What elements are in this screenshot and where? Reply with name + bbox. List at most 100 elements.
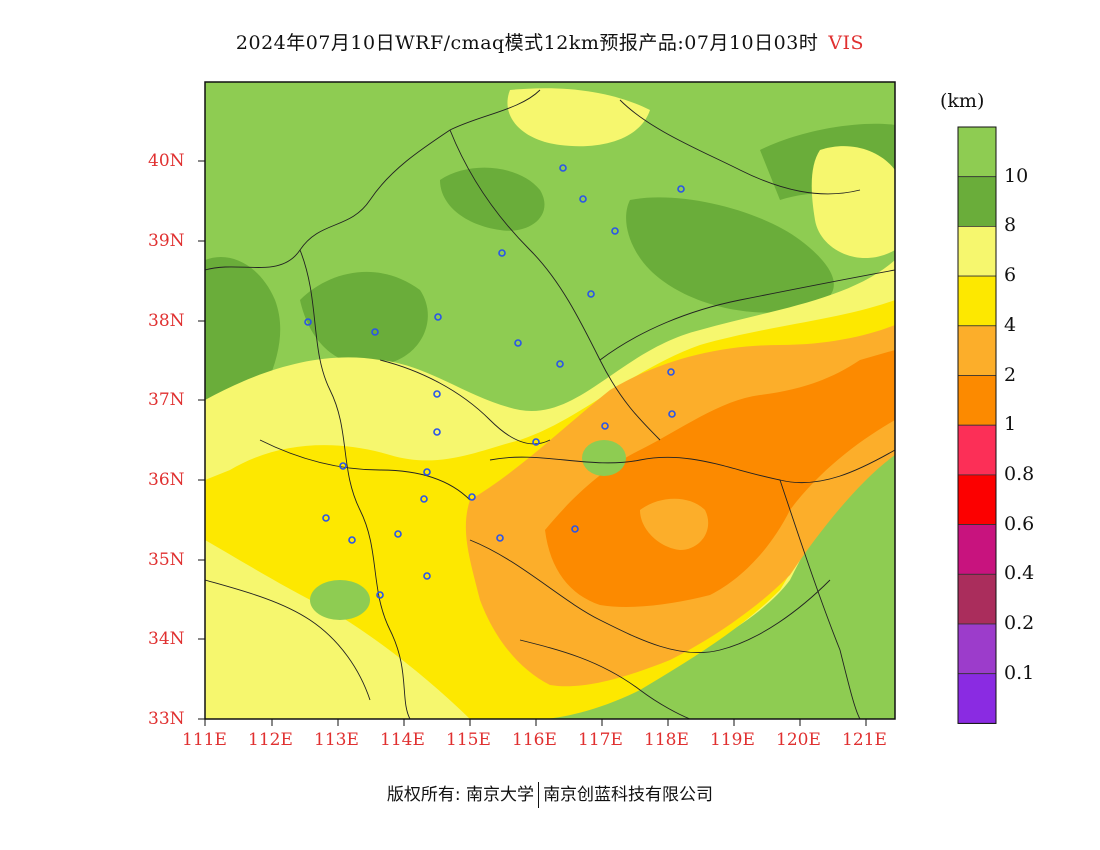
boundary — [599, 269, 895, 361]
lat-label: 36N — [148, 470, 185, 490]
boundary — [205, 89, 541, 271]
boundary-lines — [205, 89, 895, 719]
lon-label: 121E — [842, 730, 887, 750]
city-marker — [571, 525, 579, 533]
colorbar-label: 8 — [1004, 214, 1017, 237]
city-marker — [322, 514, 330, 522]
colorbar-swatch — [957, 275, 997, 327]
city-marker — [394, 530, 402, 538]
colorbar-swatch — [957, 474, 997, 525]
lon-label: 114E — [380, 730, 425, 750]
lat-label: 40N — [148, 151, 185, 171]
light-orange-inset — [640, 498, 709, 550]
colorbar-swatch — [957, 176, 997, 227]
colorbar-swatch — [957, 623, 997, 675]
colorbar-label: 2 — [1004, 363, 1017, 386]
colorbar-swatch — [957, 225, 997, 277]
city-marker — [677, 185, 685, 193]
visibility-field — [205, 82, 895, 719]
city-marker — [423, 572, 431, 580]
colorbar — [957, 126, 997, 724]
city-marker — [611, 227, 619, 235]
lon-label: 113E — [314, 730, 359, 750]
light-yellow-north — [507, 88, 650, 147]
colorbar-label: 10 — [1004, 164, 1029, 187]
colorbar-swatch — [957, 573, 997, 625]
lon-label: 120E — [776, 730, 821, 750]
green-inlier — [582, 440, 626, 476]
city-markers — [304, 164, 685, 599]
city-marker — [667, 368, 675, 376]
colorbar-label: 6 — [1004, 264, 1017, 287]
colorbar-swatch — [957, 375, 997, 426]
colorbar-swatch — [957, 524, 997, 575]
boundary — [489, 449, 895, 484]
boundary — [779, 479, 861, 719]
copyright-text: 版权所有: 南京大学 — [386, 785, 535, 805]
colorbar-swatch — [957, 126, 997, 178]
orange-core — [545, 350, 895, 607]
variable-label: VIS — [828, 32, 865, 54]
city-marker — [601, 422, 609, 430]
lat-label: 33N — [148, 709, 185, 729]
lat-label: 37N — [148, 390, 185, 410]
colorbar-label: 0.4 — [1004, 562, 1035, 585]
colorbar-unit: (km) — [940, 90, 985, 112]
boundary — [299, 249, 411, 719]
boundary — [519, 639, 691, 719]
colorbar-label: 0.6 — [1004, 512, 1035, 535]
city-marker — [371, 328, 379, 336]
city-marker — [498, 249, 506, 257]
city-marker — [532, 438, 540, 446]
city-marker — [468, 493, 476, 501]
city-marker — [579, 195, 587, 203]
lat-label: 38N — [148, 311, 185, 331]
dark-green-north — [440, 167, 545, 231]
city-marker — [587, 290, 595, 298]
colorbar-label: 0.1 — [1004, 661, 1035, 684]
boundary — [469, 539, 831, 654]
city-marker — [376, 591, 384, 599]
boundary — [449, 129, 661, 441]
lon-label: 112E — [248, 730, 293, 750]
boundary — [379, 359, 551, 445]
city-marker — [339, 462, 347, 470]
city-marker — [434, 313, 442, 321]
colorbar-swatch — [957, 424, 997, 476]
boundary — [205, 579, 371, 701]
city-marker — [433, 428, 441, 436]
city-marker — [420, 495, 428, 503]
lon-label: 119E — [710, 730, 755, 750]
boundary — [259, 439, 471, 501]
axis-ticks — [198, 160, 867, 726]
lat-label: 39N — [148, 231, 185, 251]
colorbar-frame — [957, 126, 997, 724]
lon-label: 111E — [182, 730, 227, 750]
footer: 版权所有: 南京大学 南京创蓝科技有限公司 — [0, 780, 1100, 808]
lon-label: 117E — [578, 730, 623, 750]
chart-title: 2024年07月10日WRF/cmaq模式12km预报产品:07月10日03时 V… — [0, 28, 1100, 55]
city-marker — [423, 468, 431, 476]
footer-divider — [538, 782, 540, 808]
city-marker — [514, 339, 522, 347]
city-marker — [668, 410, 676, 418]
colorbar-swatch — [957, 673, 997, 724]
colorbar-label: 0.8 — [1004, 462, 1035, 485]
lon-label: 116E — [512, 730, 557, 750]
city-marker — [559, 164, 567, 172]
city-marker — [304, 318, 312, 326]
dark-green-ne — [626, 197, 834, 313]
colorbar-label: 4 — [1004, 313, 1017, 336]
company-text: 南京创蓝科技有限公司 — [543, 785, 714, 805]
city-marker — [556, 360, 564, 368]
city-marker — [348, 536, 356, 544]
colorbar-label: 0.2 — [1004, 612, 1035, 634]
title-text: 2024年07月10日WRF/cmaq模式12km预报产品:07月10日03时 — [235, 32, 819, 54]
light-yellow-ne — [811, 146, 895, 259]
colorbar-label: 1 — [1004, 413, 1017, 436]
colorbar-swatch — [957, 325, 997, 376]
dark-green-center — [300, 271, 428, 366]
lat-label: 35N — [148, 550, 185, 570]
city-marker — [433, 390, 441, 398]
